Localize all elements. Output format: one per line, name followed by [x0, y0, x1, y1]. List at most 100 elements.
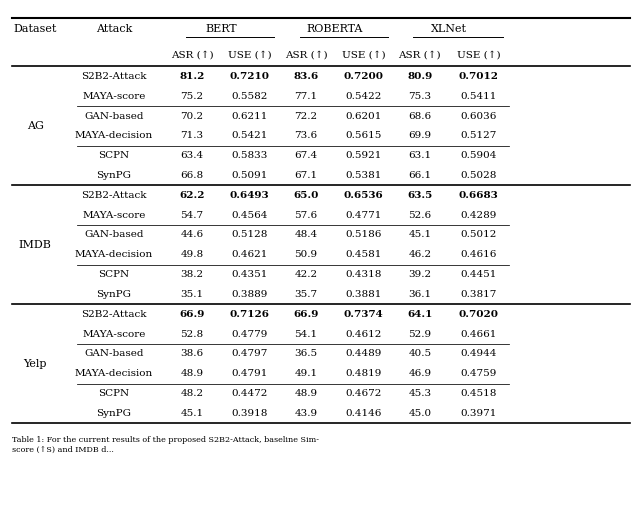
- Text: 49.8: 49.8: [180, 250, 204, 259]
- Text: 0.6683: 0.6683: [459, 191, 499, 200]
- Text: AG: AG: [27, 121, 44, 131]
- Text: 70.2: 70.2: [180, 112, 204, 121]
- Text: MAYA-decision: MAYA-decision: [75, 369, 153, 378]
- Text: MAYA-score: MAYA-score: [82, 330, 146, 338]
- Text: BERT: BERT: [205, 24, 237, 35]
- Text: 63.1: 63.1: [408, 151, 431, 160]
- Text: 80.9: 80.9: [407, 72, 433, 81]
- Text: 66.9: 66.9: [293, 310, 319, 319]
- Text: 43.9: 43.9: [294, 409, 317, 418]
- Text: GAN-based: GAN-based: [84, 350, 143, 358]
- Text: 0.7210: 0.7210: [230, 72, 269, 81]
- Text: 0.3889: 0.3889: [232, 290, 268, 299]
- Text: 81.2: 81.2: [179, 72, 205, 81]
- Text: 0.6536: 0.6536: [344, 191, 383, 200]
- Text: 46.2: 46.2: [408, 250, 431, 259]
- Text: 0.5028: 0.5028: [461, 171, 497, 180]
- Text: 0.4146: 0.4146: [346, 409, 381, 418]
- Text: 0.4612: 0.4612: [346, 330, 381, 338]
- Text: 45.0: 45.0: [408, 409, 431, 418]
- Text: MAYA-score: MAYA-score: [82, 211, 146, 219]
- Text: MAYA-decision: MAYA-decision: [75, 131, 153, 140]
- Text: 49.1: 49.1: [294, 369, 317, 378]
- Text: 67.4: 67.4: [294, 151, 317, 160]
- Text: 0.7020: 0.7020: [459, 310, 499, 319]
- Text: GAN-based: GAN-based: [84, 231, 143, 239]
- Text: 0.5127: 0.5127: [461, 131, 497, 140]
- Text: Table 1: For the current results of the proposed S2B2-Attack, baseline Sim-
scor: Table 1: For the current results of the …: [12, 436, 319, 453]
- Text: 0.4351: 0.4351: [232, 270, 268, 279]
- Text: 0.3881: 0.3881: [346, 290, 381, 299]
- Text: S2B2-Attack: S2B2-Attack: [81, 310, 147, 319]
- Text: 0.4581: 0.4581: [346, 250, 381, 259]
- Text: 0.5833: 0.5833: [232, 151, 268, 160]
- Text: ASR (↑): ASR (↑): [399, 50, 441, 60]
- Text: 0.3817: 0.3817: [461, 290, 497, 299]
- Text: 48.9: 48.9: [294, 389, 317, 398]
- Text: 0.7374: 0.7374: [344, 310, 383, 319]
- Text: GAN-based: GAN-based: [84, 112, 143, 121]
- Text: 35.1: 35.1: [180, 290, 204, 299]
- Text: 0.4944: 0.4944: [461, 350, 497, 358]
- Text: 63.4: 63.4: [180, 151, 204, 160]
- Text: 0.4564: 0.4564: [232, 211, 268, 219]
- Text: 0.4771: 0.4771: [346, 211, 381, 219]
- Text: 0.4672: 0.4672: [346, 389, 381, 398]
- Text: SCPN: SCPN: [99, 270, 129, 279]
- Text: 68.6: 68.6: [408, 112, 431, 121]
- Text: 71.3: 71.3: [180, 131, 204, 140]
- Text: SCPN: SCPN: [99, 151, 129, 160]
- Text: 66.1: 66.1: [408, 171, 431, 180]
- Text: USE (↑): USE (↑): [457, 50, 500, 60]
- Text: SynPG: SynPG: [97, 290, 131, 299]
- Text: 0.7200: 0.7200: [344, 72, 383, 81]
- Text: 36.1: 36.1: [408, 290, 431, 299]
- Text: 0.7126: 0.7126: [230, 310, 269, 319]
- Text: ASR (↑): ASR (↑): [171, 50, 213, 60]
- Text: Attack: Attack: [96, 24, 132, 35]
- Text: MAYA-decision: MAYA-decision: [75, 250, 153, 259]
- Text: USE (↑): USE (↑): [228, 50, 271, 60]
- Text: MAYA-score: MAYA-score: [82, 92, 146, 100]
- Text: 62.2: 62.2: [179, 191, 205, 200]
- Text: 0.3918: 0.3918: [232, 409, 268, 418]
- Text: 72.2: 72.2: [294, 112, 317, 121]
- Text: 65.0: 65.0: [293, 191, 319, 200]
- Text: 36.5: 36.5: [294, 350, 317, 358]
- Text: 66.8: 66.8: [180, 171, 204, 180]
- Text: 45.3: 45.3: [408, 389, 431, 398]
- Text: 77.1: 77.1: [294, 92, 317, 100]
- Text: 52.6: 52.6: [408, 211, 431, 219]
- Text: ASR (↑): ASR (↑): [285, 50, 327, 60]
- Text: 67.1: 67.1: [294, 171, 317, 180]
- Text: 0.5411: 0.5411: [461, 92, 497, 100]
- Text: 0.4661: 0.4661: [461, 330, 497, 338]
- Text: 0.6211: 0.6211: [232, 112, 268, 121]
- Text: 45.1: 45.1: [180, 409, 204, 418]
- Text: 0.4489: 0.4489: [346, 350, 381, 358]
- Text: 52.8: 52.8: [180, 330, 204, 338]
- Text: 63.5: 63.5: [407, 191, 433, 200]
- Text: 0.5421: 0.5421: [232, 131, 268, 140]
- Text: 0.3971: 0.3971: [461, 409, 497, 418]
- Text: 0.4289: 0.4289: [461, 211, 497, 219]
- Text: USE (↑): USE (↑): [342, 50, 385, 60]
- Text: 0.5422: 0.5422: [346, 92, 381, 100]
- Text: SCPN: SCPN: [99, 389, 129, 398]
- Text: 0.4791: 0.4791: [232, 369, 268, 378]
- Text: 48.9: 48.9: [180, 369, 204, 378]
- Text: 0.6493: 0.6493: [230, 191, 269, 200]
- Text: 0.5615: 0.5615: [346, 131, 381, 140]
- Text: 54.1: 54.1: [294, 330, 317, 338]
- Text: 64.1: 64.1: [407, 310, 433, 319]
- Text: 48.2: 48.2: [180, 389, 204, 398]
- Text: 46.9: 46.9: [408, 369, 431, 378]
- Text: 42.2: 42.2: [294, 270, 317, 279]
- Text: 0.6036: 0.6036: [461, 112, 497, 121]
- Text: 39.2: 39.2: [408, 270, 431, 279]
- Text: 0.7012: 0.7012: [459, 72, 499, 81]
- Text: 0.5381: 0.5381: [346, 171, 381, 180]
- Text: SynPG: SynPG: [97, 171, 131, 180]
- Text: Yelp: Yelp: [24, 359, 47, 369]
- Text: 0.4318: 0.4318: [346, 270, 381, 279]
